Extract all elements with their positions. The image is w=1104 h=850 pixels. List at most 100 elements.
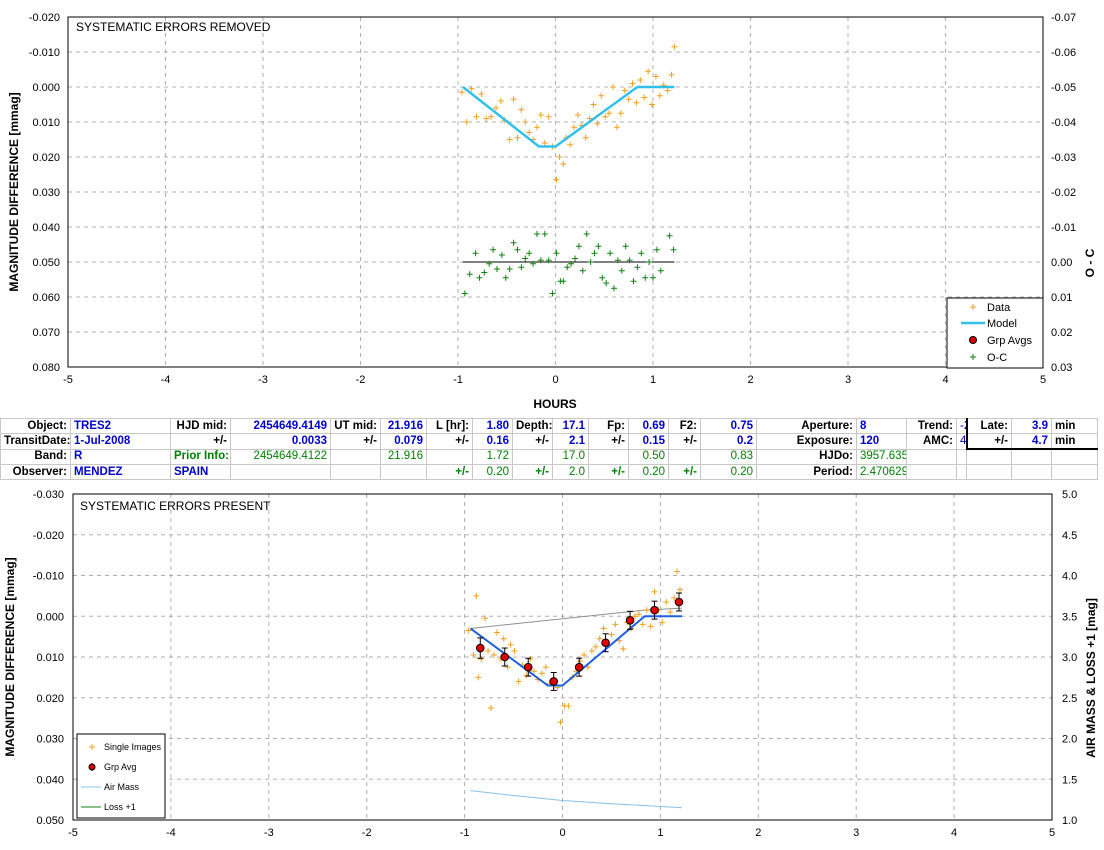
x-tick-label: 1	[650, 374, 656, 386]
grp-avg-point	[674, 592, 684, 612]
fp-value: 0.69	[628, 418, 669, 434]
oc-point	[568, 260, 575, 267]
exposure-label: Exposure:	[756, 433, 857, 450]
oc-point	[518, 264, 525, 271]
data-point	[668, 71, 675, 78]
y2-tick-label: -0.03	[1051, 152, 1076, 164]
oc-point	[486, 260, 493, 267]
y2-tick-label: -0.01	[1051, 222, 1076, 234]
transit-date-value: 1-Jul-2008	[70, 433, 171, 450]
oc-point	[595, 243, 602, 250]
data-point	[488, 113, 495, 120]
fp-error-value: 0.15	[628, 433, 669, 450]
oc-point	[530, 260, 537, 267]
legend-single-marker	[89, 744, 95, 750]
aperture-label: Aperture:	[756, 418, 857, 434]
oc-point	[502, 274, 509, 281]
legend-grp-marker	[88, 763, 96, 771]
info-row-4: Observer: MENDEZ SPAIN +/- 0.20 +/- 2.0 …	[0, 464, 1098, 480]
y-tick-label: 0.000	[32, 82, 60, 94]
hjdo-label: HJDo:	[756, 448, 857, 465]
f2-label: F2:	[668, 418, 701, 434]
single-image-point	[465, 627, 472, 634]
legend-label: Grp Avg	[104, 762, 136, 772]
depth-label: Depth:	[512, 418, 553, 434]
data-point	[645, 68, 652, 75]
x-tick-label: 4	[951, 827, 957, 839]
chart-title: SYSTEMATIC ERRORS PRESENT	[80, 499, 271, 513]
x-tick-label: -1	[453, 374, 463, 386]
oc-point	[626, 257, 633, 264]
prior-ut-value: 21.916	[380, 448, 427, 465]
prior-depth-error: 2.0	[552, 464, 589, 480]
oc-point	[579, 267, 586, 274]
y2-tick-label: -0.02	[1051, 187, 1076, 199]
depth-pm-label: +/-	[512, 433, 553, 450]
amc-label: AMC:	[906, 433, 957, 450]
legend-label: Data	[987, 302, 1011, 314]
single-image-point	[674, 568, 681, 575]
transit-date-label: TransitDate:	[0, 433, 71, 450]
legend-label: O-C	[987, 352, 1007, 364]
single-image-point	[507, 641, 514, 648]
y-tick-label: 0.010	[36, 652, 64, 664]
legend-box	[946, 297, 1044, 369]
single-image-point	[639, 621, 646, 628]
x-tick-label: 4	[942, 374, 948, 386]
data-point	[510, 96, 517, 103]
model-line	[462, 85, 675, 148]
y-tick-label: -0.010	[29, 47, 60, 59]
legend-data-marker	[970, 304, 976, 310]
data-point	[633, 99, 640, 106]
late-error-unit: min	[1051, 433, 1098, 450]
grp-avg-point	[523, 657, 533, 677]
observer-value: MENDEZ	[70, 464, 171, 480]
single-image-point	[663, 598, 670, 605]
hjd-error-value: 0.0033	[230, 433, 331, 450]
y2-tick-label: 0.00	[1051, 257, 1072, 269]
oc-point	[541, 231, 548, 237]
ut-mid-label: UT mid:	[330, 418, 381, 434]
oc-point	[575, 243, 582, 250]
length-pm-label: +/-	[426, 433, 473, 450]
data-point	[641, 94, 648, 101]
oc-point	[506, 266, 513, 272]
y-tick-label: -0.020	[29, 12, 60, 24]
f2-error-value: 0.2	[700, 433, 757, 450]
prior-depth-value: 17.0	[552, 448, 589, 465]
fp-label: Fp:	[588, 418, 629, 434]
oc-point	[498, 252, 505, 258]
x-tick-label: 2	[755, 827, 761, 839]
data-point	[537, 112, 544, 118]
x-tick-label: 0	[552, 374, 558, 386]
x-axis-title: HOURS	[533, 397, 576, 411]
y2-tick-label: 0.02	[1051, 327, 1072, 339]
data-point	[671, 43, 678, 50]
oc-point	[514, 246, 521, 253]
amc-value: 4.4	[956, 433, 968, 450]
y-tick-label: 0.030	[32, 187, 60, 199]
late-pm-label: +/-	[966, 433, 1012, 450]
x-tick-label: 0	[559, 827, 565, 839]
single-image-point	[475, 674, 482, 681]
prior-fp-error: 0.20	[628, 464, 669, 480]
single-image-point	[588, 647, 595, 654]
bottom-chart: -5 -4 -3 -2 -1 0 1 2 3 4 5 -0.030 -0.020 -0.010 0.000 0…	[3, 489, 1098, 839]
data-point	[518, 106, 525, 113]
oc-point	[650, 274, 656, 281]
data-point	[625, 96, 632, 103]
y-tick-label: 0.060	[32, 292, 60, 304]
data-point	[473, 113, 480, 120]
prior-length-error: 0.20	[472, 464, 513, 480]
f2-value: 0.75	[700, 418, 757, 434]
x-tick-label: -5	[68, 827, 78, 839]
oc-point	[537, 257, 544, 264]
plot-frame	[72, 493, 1053, 821]
oc-point	[526, 250, 533, 257]
y-tick-label: 0.030	[36, 734, 64, 746]
x-tick-label: -4	[166, 827, 176, 839]
single-image-point	[592, 643, 599, 650]
trend-value: -2.24	[956, 418, 968, 434]
data-point	[656, 92, 663, 99]
y2-tick-label: -0.06	[1051, 47, 1076, 59]
